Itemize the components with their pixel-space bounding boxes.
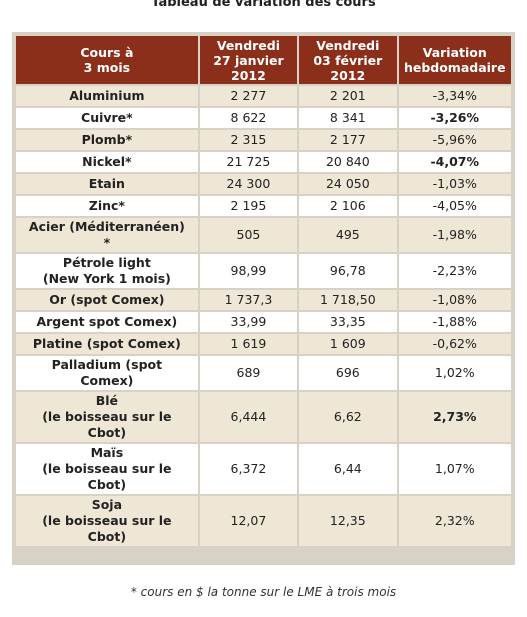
price-variation-table: Cours à 3 mois Vendredi 27 janvier 2012 … (14, 34, 513, 548)
price-jan27-cell: 505 (199, 218, 298, 252)
variation-cell: -1,98% (398, 218, 511, 252)
table-row: Nickel* 21 725 20 840 -4,07% (16, 152, 511, 172)
variation-cell: -1,88% (398, 312, 511, 332)
table-row: Palladium (spot Comex) 689 696 1,02% (16, 356, 511, 390)
commodity-cell: Palladium (spot Comex) (16, 356, 198, 390)
commodity-cell: Zinc* (16, 196, 198, 216)
commodity-cell: Pétrole light (New York 1 mois) (16, 254, 198, 288)
price-feb03-cell: 2 106 (299, 196, 397, 216)
table-row: Blé (le boisseau sur le Cbot) 6,444 6,62 2,… (16, 392, 511, 442)
price-jan27-cell: 689 (199, 356, 298, 390)
table-title: Tableau de variation des cours (151, 0, 376, 10)
table-row: Pétrole light (New York 1 mois) 98,99 96,7… (16, 254, 511, 288)
price-feb03-cell: 1 609 (299, 334, 397, 354)
variation-cell: -1,03% (398, 174, 511, 194)
table-row: Etain 24 300 24 050 -1,03% (16, 174, 511, 194)
price-feb03-cell: 96,78 (299, 254, 397, 288)
variation-cell: -5,96% (398, 130, 511, 150)
price-jan27-cell: 98,99 (199, 254, 298, 288)
variation-cell: 1,07% (398, 444, 511, 494)
variation-cell: -4,07% (398, 152, 511, 172)
header-date-2: Vendredi 03 février 2012 (299, 36, 397, 84)
variation-cell: -2,23% (398, 254, 511, 288)
commodity-cell: Soja (le boisseau sur le Cbot) (16, 496, 198, 546)
price-feb03-cell: 24 050 (299, 174, 397, 194)
price-feb03-cell: 8 341 (299, 108, 397, 128)
header-weekly-variation: Variation hebdomadaire (398, 36, 511, 84)
table-row: Or (spot Comex) 1 737,3 1 718,50 -1,08% (16, 290, 511, 310)
price-feb03-cell: 495 (299, 218, 397, 252)
commodity-cell: Or (spot Comex) (16, 290, 198, 310)
commodity-cell: Maïs (le boisseau sur le Cbot) (16, 444, 198, 494)
price-jan27-cell: 2 277 (199, 86, 298, 106)
commodity-cell: Nickel* (16, 152, 198, 172)
price-jan27-cell: 33,99 (199, 312, 298, 332)
price-jan27-cell: 6,444 (199, 392, 298, 442)
table-row: Acier (Méditerranéen) * 505 495 -1,98% (16, 218, 511, 252)
variation-cell: -0,62% (398, 334, 511, 354)
commodity-cell: Argent spot Comex) (16, 312, 198, 332)
header-date-1: Vendredi 27 janvier 2012 (199, 36, 298, 84)
commodity-cell: Platine (spot Comex) (16, 334, 198, 354)
price-jan27-cell: 1 619 (199, 334, 298, 354)
commodity-cell: Etain (16, 174, 198, 194)
table-row: Aluminium 2 277 2 201 -3,34% (16, 86, 511, 106)
price-jan27-cell: 24 300 (199, 174, 298, 194)
table-row: Cuivre* 8 622 8 341 -3,26% (16, 108, 511, 128)
price-feb03-cell: 33,35 (299, 312, 397, 332)
table-row: Plomb* 2 315 2 177 -5,96% (16, 130, 511, 150)
commodity-cell: Plomb* (16, 130, 198, 150)
price-feb03-cell: 2 201 (299, 86, 397, 106)
table-row: Maïs (le boisseau sur le Cbot) 6,372 6,44 1… (16, 444, 511, 494)
price-feb03-cell: 20 840 (299, 152, 397, 172)
commodity-cell: Aluminium (16, 86, 198, 106)
price-jan27-cell: 2 195 (199, 196, 298, 216)
header-row: Cours à 3 mois Vendredi 27 janvier 2012 … (16, 36, 511, 84)
price-feb03-cell: 6,44 (299, 444, 397, 494)
variation-cell: 2,73% (398, 392, 511, 442)
variation-cell: 2,32% (398, 496, 511, 546)
price-feb03-cell: 12,35 (299, 496, 397, 546)
price-jan27-cell: 1 737,3 (199, 290, 298, 310)
table-row: Platine (spot Comex) 1 619 1 609 -0,62% (16, 334, 511, 354)
commodity-cell: Acier (Méditerranéen) * (16, 218, 198, 252)
variation-cell: -1,08% (398, 290, 511, 310)
price-feb03-cell: 1 718,50 (299, 290, 397, 310)
commodity-cell: Cuivre* (16, 108, 198, 128)
table-row: Zinc* 2 195 2 106 -4,05% (16, 196, 511, 216)
variation-cell: 1,02% (398, 356, 511, 390)
price-jan27-cell: 6,372 (199, 444, 298, 494)
variation-cell: -3,34% (398, 86, 511, 106)
price-jan27-cell: 2 315 (199, 130, 298, 150)
price-feb03-cell: 696 (299, 356, 397, 390)
price-jan27-cell: 21 725 (199, 152, 298, 172)
price-feb03-cell: 2 177 (299, 130, 397, 150)
table-row: Soja (le boisseau sur le Cbot) 12,07 12,35… (16, 496, 511, 546)
price-jan27-cell: 12,07 (199, 496, 298, 546)
table-row: Argent spot Comex) 33,99 33,35 -1,88% (16, 312, 511, 332)
header-commodity: Cours à 3 mois (16, 36, 198, 84)
price-feb03-cell: 6,62 (299, 392, 397, 442)
variation-cell: -3,26% (398, 108, 511, 128)
commodity-cell: Blé (le boisseau sur le Cbot) (16, 392, 198, 442)
price-jan27-cell: 8 622 (199, 108, 298, 128)
footnote: * cours en $ la tonne sur le LME à trois… (130, 585, 397, 599)
variation-cell: -4,05% (398, 196, 511, 216)
